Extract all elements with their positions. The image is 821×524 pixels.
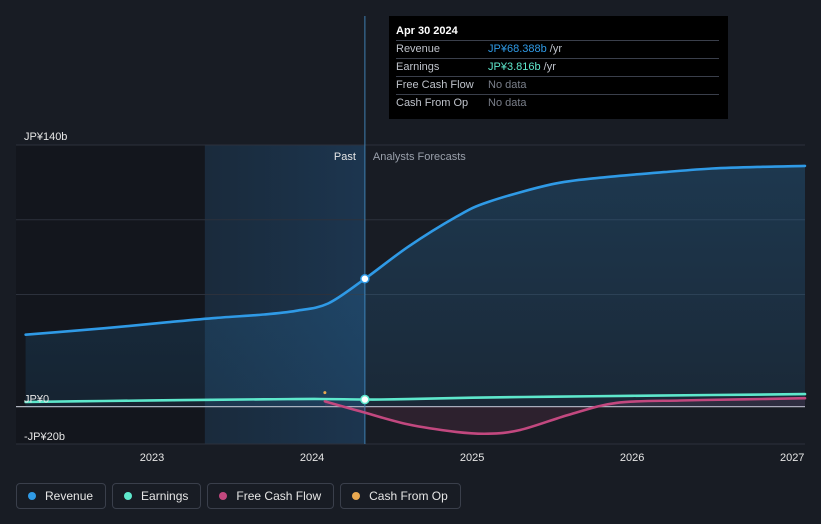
tooltip-row-fcf: Free Cash Flow No data	[396, 76, 719, 94]
tooltip-unit: /yr	[540, 61, 556, 73]
x-tick-label: 2027	[780, 452, 804, 464]
legend-label: Earnings	[141, 489, 189, 503]
revenue-area	[25, 165, 806, 407]
tooltip-row-cfo: Cash From Op No data	[396, 94, 719, 112]
revenue-line	[24, 164, 807, 336]
tooltip-label: Earnings	[396, 61, 440, 73]
y-tick-label: JP¥0	[24, 394, 49, 406]
revenue-marker	[360, 274, 370, 284]
earnings-line	[24, 392, 807, 404]
cash-from-op-dot-icon	[352, 492, 361, 500]
x-tick-label: 2025	[460, 452, 484, 464]
tooltip-row-revenue: Revenue JP¥68.388b /yr	[396, 40, 719, 58]
earnings-dot-icon	[124, 492, 133, 500]
x-tick-label: 2024	[300, 452, 324, 464]
legend-label: Cash From Op	[369, 489, 448, 503]
legend-label: Free Cash Flow	[236, 489, 322, 503]
revenue-dot-icon	[28, 492, 36, 500]
tooltip-value: No data	[488, 79, 527, 91]
legend-item-free-cash-flow[interactable]: Free Cash Flow	[207, 483, 335, 509]
free-cash-flow-dot-icon	[219, 492, 228, 500]
tooltip-value: JP¥68.388b	[488, 43, 547, 55]
legend: Revenue Earnings Free Cash Flow Cash Fro…	[16, 483, 461, 511]
free-cash-flow-area	[324, 398, 805, 434]
forecast-label: Analysts Forecasts	[373, 151, 466, 163]
tooltip-label: Cash From Op	[396, 97, 469, 109]
y-tick-label: JP¥140b	[24, 131, 67, 143]
earnings-marker	[360, 394, 370, 405]
past-label: Past	[334, 151, 356, 163]
x-tick-label: 2023	[140, 452, 164, 464]
free-cash-flow-line	[323, 396, 807, 436]
legend-item-cash-from-op[interactable]: Cash From Op	[340, 483, 461, 509]
tooltip-row-earnings: Earnings JP¥3.816b /yr	[396, 58, 719, 76]
tooltip-value: No data	[488, 97, 527, 109]
tooltip-unit: /yr	[546, 43, 562, 55]
y-tick-label: -JP¥20b	[24, 431, 65, 443]
tooltip-label: Revenue	[396, 43, 441, 55]
legend-label: Revenue	[45, 489, 94, 503]
tooltip-value: JP¥3.816b	[488, 61, 541, 73]
legend-item-revenue[interactable]: Revenue	[16, 483, 107, 509]
x-tick-label: 2026	[620, 452, 644, 464]
tooltip-date: Apr 30 2024	[396, 25, 458, 37]
tooltip-label: Free Cash Flow	[396, 79, 474, 91]
cash-from-op-point	[323, 391, 327, 395]
legend-item-earnings[interactable]: Earnings	[112, 483, 202, 509]
tooltip: Apr 30 2024 Revenue JP¥68.388b /yr Earni…	[389, 16, 728, 119]
